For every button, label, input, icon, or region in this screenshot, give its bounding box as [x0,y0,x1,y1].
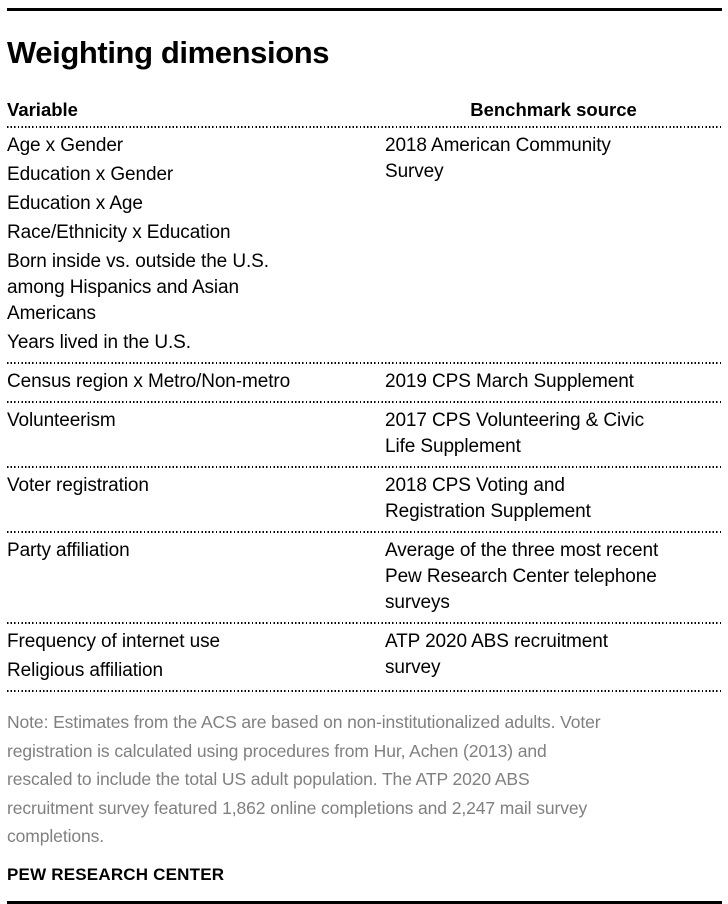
table-row: Party affiliation Average of the three mo… [7,533,722,622]
row-divider [7,622,722,624]
column-header-variable: Variable [7,99,78,120]
variable-item: Born inside vs. outside the U.S. among H… [7,251,269,324]
variable-item: Age x Gender [7,135,124,156]
bottom-rule [7,900,722,904]
row-divider [7,531,722,533]
variable-item: Years lived in the U.S. [7,332,191,353]
variable-item: Religious affiliation [7,660,163,681]
benchmark-cell: 2017 CPS Volunteering & Civic Life Suppl… [385,410,645,457]
variable-item: Party affiliation [7,540,130,561]
table-row: Age x Gender Education x Gender Education … [7,128,722,362]
variable-cell: Party affiliation [7,538,385,616]
row-divider [7,466,722,468]
benchmark-cell: Average of the three most recent Pew Res… [385,540,659,613]
row-divider [7,401,722,403]
variable-item: Voter registration [7,475,149,496]
column-header-benchmark-source: Benchmark source [470,99,637,120]
table-body: Age x Gender Education x Gender Education … [7,128,722,692]
benchmark-cell: 2018 American Community Survey [385,135,611,182]
row-divider [7,362,722,364]
variable-cell: Frequency of internet use Religious affil… [7,629,385,684]
top-rule [7,8,722,11]
source-attribution: PEW RESEARCH CENTER [7,864,225,884]
row-divider [7,690,722,692]
header-divider [7,126,722,128]
table-header-row: Variable Benchmark source [7,99,722,126]
table-row: Frequency of internet use Religious affil… [7,624,722,690]
benchmark-cell: 2018 CPS Voting and Registration Supplem… [385,475,591,522]
variable-item: Education x Age [7,193,143,214]
variable-item: Volunteerism [7,410,116,431]
table-row: Volunteerism 2017 CPS Volunteering & Civi… [7,403,722,466]
variable-item: Frequency of internet use [7,631,220,652]
variable-item: Race/Ethnicity x Education [7,222,231,243]
variable-item: Education x Gender [7,164,174,185]
variable-item: Census region x Metro/Non-metro [7,371,291,392]
table-row: Census region x Metro/Non-metro 2019 CPS … [7,364,722,401]
weighting-dimensions-figure: Weighting dimensions Variable Benchmark … [0,8,728,904]
variable-cell: Volunteerism [7,408,385,460]
page-title: Weighting dimensions [7,35,330,70]
variable-cell: Age x Gender Education x Gender Education … [7,133,385,356]
variable-cell: Census region x Metro/Non-metro [7,369,385,395]
benchmark-cell: ATP 2020 ABS recruitment survey [385,631,608,678]
table-row: Voter registration 2018 CPS Voting and Re… [7,468,722,531]
benchmark-cell: 2019 CPS March Supplement [385,371,634,392]
variable-cell: Voter registration [7,473,385,525]
table-note: Note: Estimates from the ACS are based o… [7,712,601,846]
